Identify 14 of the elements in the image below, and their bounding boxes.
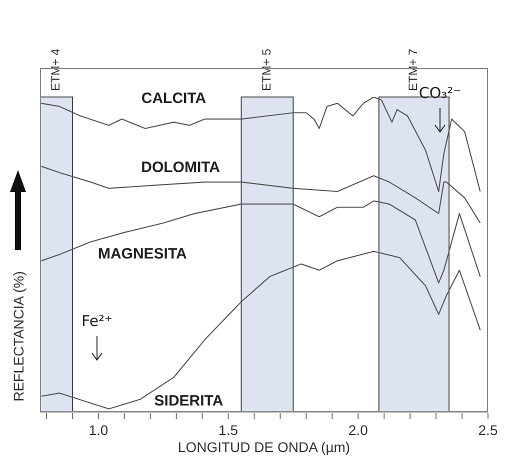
band-label: ETM+ 4 <box>48 48 62 91</box>
band-label: ETM+ 5 <box>259 48 274 91</box>
annotation: Fe²⁺ <box>82 312 112 330</box>
series-label: SIDERITA <box>154 392 224 410</box>
series-label: DOLOMITA <box>141 159 220 176</box>
x-tick-label: 2.5 <box>478 422 498 438</box>
band-label: ETM+ 7 <box>406 48 420 91</box>
series-label: CALCITA <box>141 90 206 108</box>
y-axis-title: REFLECTANCIA (%) <box>10 271 27 402</box>
x-tick-label: 2.0 <box>348 422 368 438</box>
x-axis-title: LONGITUD DE ONDA (µm) <box>178 439 350 455</box>
x-tick-label: 1.0 <box>88 422 108 438</box>
x-tick-label: 1.5 <box>218 422 238 438</box>
series-label: MAGNESITA <box>98 245 188 262</box>
